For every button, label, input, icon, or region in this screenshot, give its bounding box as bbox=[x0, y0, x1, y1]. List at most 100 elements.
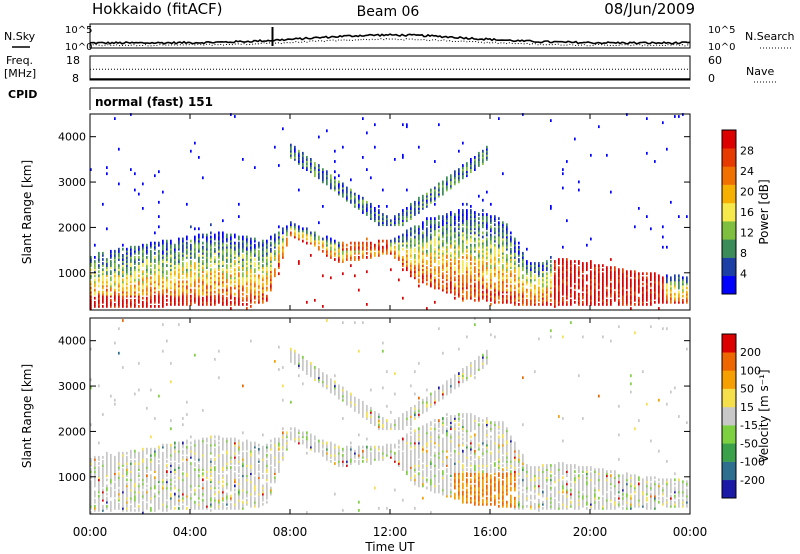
power-cell bbox=[482, 215, 484, 218]
power-cell bbox=[398, 213, 400, 216]
power-cell bbox=[558, 260, 560, 263]
power-cell bbox=[234, 254, 236, 257]
velocity-cell bbox=[210, 478, 212, 482]
power-cell bbox=[234, 298, 236, 302]
power-cell bbox=[162, 260, 164, 263]
power-cell bbox=[490, 233, 492, 237]
power-cell bbox=[530, 290, 532, 294]
power-cell bbox=[546, 288, 548, 292]
power-cell bbox=[590, 274, 592, 278]
velocity-cell bbox=[198, 449, 200, 453]
power-cell bbox=[214, 300, 216, 304]
velocity-cell bbox=[118, 472, 120, 476]
power-cell bbox=[486, 290, 488, 294]
power-cell bbox=[546, 274, 548, 278]
power-cell bbox=[678, 274, 680, 278]
velocity-cell bbox=[106, 464, 108, 467]
power-cell bbox=[510, 274, 512, 278]
velocity-cell bbox=[226, 449, 228, 453]
power-cell bbox=[98, 280, 100, 284]
velocity-cell bbox=[242, 431, 244, 435]
power-cell bbox=[578, 260, 580, 263]
velocity-cell bbox=[226, 507, 228, 510]
power-cell bbox=[518, 290, 520, 294]
velocity-cell bbox=[218, 492, 220, 496]
power-cell bbox=[194, 296, 196, 300]
velocity-cell bbox=[130, 504, 132, 508]
power-cell bbox=[222, 245, 224, 249]
power-cell bbox=[458, 215, 460, 218]
power-cell bbox=[210, 292, 212, 296]
power-cell bbox=[638, 282, 640, 286]
power-cell bbox=[518, 258, 520, 261]
power-cell bbox=[514, 292, 516, 296]
power-cell bbox=[410, 217, 412, 220]
power-cell bbox=[166, 243, 168, 247]
power-colorbar-tick: 24 bbox=[740, 165, 754, 178]
velocity-cell bbox=[250, 480, 252, 484]
power-cell bbox=[502, 233, 504, 237]
power-cell bbox=[226, 270, 228, 274]
power-cell bbox=[126, 260, 128, 263]
power-cell bbox=[298, 188, 300, 192]
velocity-cell bbox=[118, 460, 120, 463]
velocity-cell bbox=[166, 502, 168, 506]
velocity-cell bbox=[94, 484, 96, 488]
power-cell bbox=[370, 243, 372, 247]
velocity-cell bbox=[106, 451, 108, 455]
velocity-cell bbox=[122, 488, 124, 492]
power-cell bbox=[134, 270, 136, 274]
velocity-cell bbox=[198, 476, 200, 480]
power-cell bbox=[514, 266, 516, 269]
power-cell bbox=[218, 231, 220, 235]
power-cell bbox=[110, 270, 112, 274]
noise-right-tick-top: 10^5 bbox=[708, 25, 735, 36]
power-cell bbox=[142, 284, 144, 288]
power-cell bbox=[374, 211, 376, 214]
power-cell bbox=[558, 280, 560, 284]
power-cell bbox=[462, 288, 464, 292]
velocity-cell bbox=[118, 455, 120, 459]
power-cell bbox=[194, 251, 196, 255]
power-cell bbox=[482, 274, 484, 278]
power-cell bbox=[506, 239, 508, 243]
power-cell bbox=[190, 278, 192, 282]
power-cell bbox=[234, 251, 236, 255]
power-cell bbox=[610, 278, 612, 282]
power-cell bbox=[222, 270, 224, 274]
velocity-cell bbox=[182, 417, 184, 420]
velocity-cell bbox=[198, 468, 200, 471]
power-cell bbox=[530, 282, 532, 286]
power-cell bbox=[574, 276, 576, 280]
velocity-cell bbox=[178, 460, 180, 463]
power-cell bbox=[238, 254, 240, 257]
power-cell bbox=[274, 249, 276, 253]
velocity-cell bbox=[178, 447, 180, 451]
velocity-cell bbox=[186, 458, 188, 461]
power-cell bbox=[214, 274, 216, 278]
velocity-cell bbox=[166, 451, 168, 455]
velocity-cell bbox=[90, 488, 92, 492]
power-cell bbox=[166, 286, 168, 290]
power-cell bbox=[422, 251, 424, 255]
power-cell bbox=[606, 276, 608, 280]
power-cell bbox=[434, 276, 436, 280]
power-cell bbox=[506, 266, 508, 269]
power-cell bbox=[386, 243, 388, 247]
velocity-cell bbox=[194, 458, 196, 461]
power-cell bbox=[646, 284, 648, 288]
velocity-cell bbox=[218, 441, 220, 445]
power-cell bbox=[494, 264, 496, 267]
velocity-cell bbox=[222, 490, 224, 494]
power-cell bbox=[238, 215, 240, 218]
power-cell bbox=[510, 254, 512, 257]
power-cell bbox=[130, 288, 132, 292]
power-cell bbox=[194, 239, 196, 243]
power-cell bbox=[334, 239, 336, 243]
power-cell bbox=[522, 286, 524, 290]
power-cell bbox=[558, 290, 560, 294]
power-cell bbox=[254, 278, 256, 282]
power-cell bbox=[154, 305, 156, 308]
power-cell bbox=[646, 298, 648, 302]
power-cell bbox=[546, 266, 548, 269]
